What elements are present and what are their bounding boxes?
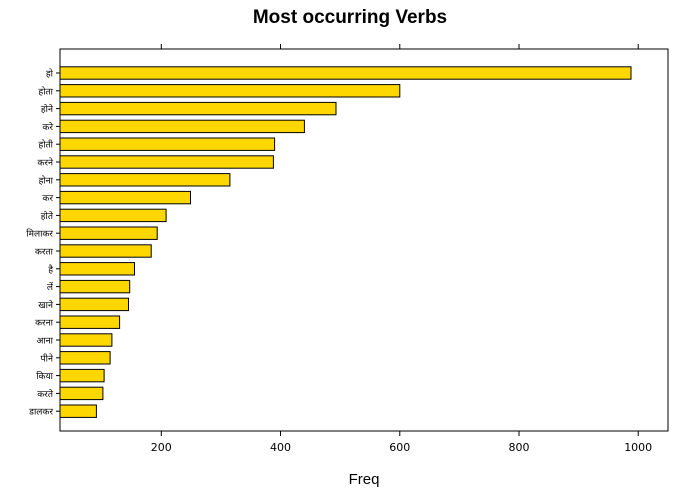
- bar-11: [59, 244, 152, 258]
- bar-4: [59, 119, 305, 134]
- y-tick-label: करे: [42, 121, 53, 133]
- bar-6: [59, 155, 274, 169]
- y-tick-label: होना: [39, 174, 54, 186]
- y-axis: हो होता होने करे होती करने होना कर होते मिलाकर करत…: [26, 68, 60, 418]
- y-tick-label: खाने: [38, 299, 54, 311]
- bar-3: [59, 101, 337, 116]
- bar-19: [59, 386, 104, 401]
- y-tick-label: पीने: [41, 352, 54, 364]
- bar-13: [59, 279, 131, 294]
- bar-10: [59, 226, 158, 240]
- plot-area-frame: [59, 48, 669, 432]
- y-tick-label: होती: [38, 139, 53, 151]
- bar-5: [59, 137, 276, 151]
- bar-17: [59, 351, 111, 365]
- y-tick-label: आना: [36, 337, 53, 347]
- y-tick-label: हो: [46, 68, 54, 80]
- x-axis: 200 400 600 800 1000: [151, 44, 652, 454]
- bar-14: [59, 297, 129, 312]
- x-tick-label: 1000: [624, 441, 652, 454]
- y-tick-label: करना: [35, 319, 54, 329]
- bar-1: [59, 66, 632, 80]
- bar-18: [59, 368, 105, 383]
- y-tick-label: डालकर: [28, 408, 53, 418]
- x-tick-label: 200: [151, 441, 172, 454]
- x-tick-label: 800: [509, 441, 530, 454]
- bar-12: [59, 262, 135, 276]
- bar-15: [59, 315, 121, 329]
- chart-title: Most occurring Verbs: [253, 7, 447, 28]
- y-tick-label: मिलाकर: [26, 228, 53, 240]
- bar-2: [59, 84, 401, 98]
- bar-9: [59, 208, 167, 223]
- y-tick-label: होने: [41, 103, 54, 115]
- y-tick-label: करते: [37, 388, 54, 400]
- x-axis-title: Freq: [349, 471, 380, 488]
- y-tick-label: करता: [35, 248, 54, 258]
- x-tick-label: 400: [270, 441, 291, 454]
- bar-8: [59, 190, 191, 205]
- x-tick-label: 600: [389, 441, 410, 454]
- bar-16: [59, 333, 113, 347]
- bar-20: [59, 404, 97, 418]
- y-tick-label: किया: [36, 370, 53, 382]
- y-tick-label: लें: [47, 281, 54, 293]
- y-tick-label: है: [48, 263, 53, 275]
- y-tick-label: कर: [42, 194, 53, 204]
- y-tick-label: होता: [38, 85, 53, 97]
- bar-7: [59, 173, 231, 187]
- y-tick-label: करने: [37, 157, 54, 169]
- y-tick-label: होते: [41, 210, 54, 222]
- bars-layer: [59, 66, 632, 418]
